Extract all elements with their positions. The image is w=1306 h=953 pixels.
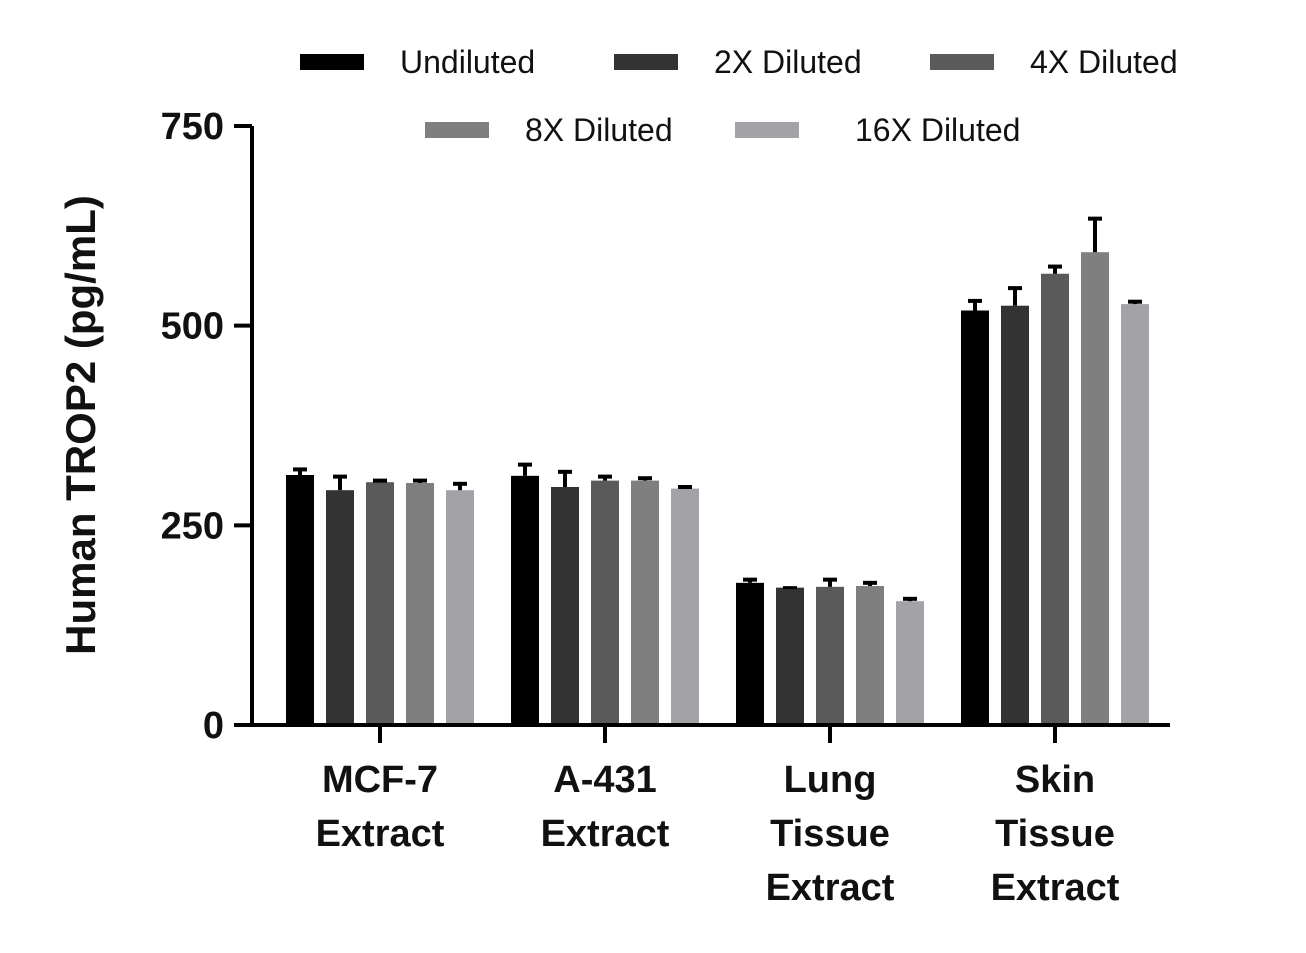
bar [446,490,474,725]
legend-label: Undiluted [400,44,535,80]
legend-swatch [425,122,489,138]
x-tick-label: A-431 Extract [541,759,670,855]
axes: 0 250 500 750 MCF-7 Extract A-431 Extract Lung Ti… [161,106,1170,909]
x-tick-label: Lung Tissue Extract [766,759,895,909]
bar [1081,252,1109,725]
y-axis-title: Human TROP2 (pg/mL) [57,195,104,655]
bar [816,586,844,725]
legend-label: 2X Diluted [714,44,862,80]
bar [286,475,314,725]
bar [1001,305,1029,725]
bar [631,480,659,725]
bar [1121,304,1149,725]
legend-item: 4X Diluted [930,44,1178,80]
y-tick-label: 0 [203,705,224,747]
bar [366,482,394,725]
legend-item: 16X Diluted [735,112,1020,148]
bar [671,488,699,725]
bar [736,582,764,725]
legend-label: 16X Diluted [855,112,1020,148]
legend-item: 8X Diluted [425,112,673,148]
y-tick-label: 750 [161,106,224,148]
bar [591,480,619,725]
legend-label: 8X Diluted [525,112,673,148]
legend-label: 4X Diluted [1030,44,1178,80]
legend-swatch [300,54,364,70]
y-tick-label: 250 [161,505,224,547]
legend-swatch [930,54,994,70]
legend-swatch [735,122,799,138]
legend-item: Undiluted [300,44,535,80]
bar [511,475,539,725]
legend: Undiluted 2X Diluted 4X Diluted 8X Diluted 1… [300,44,1178,148]
bar [961,310,989,725]
bar [896,601,924,725]
bar [856,586,884,725]
bar [776,587,804,725]
bar [326,490,354,725]
bar [551,486,579,725]
bar [406,483,434,725]
bar [1041,273,1069,725]
x-tick-label: MCF-7 Extract [316,759,445,855]
legend-swatch [614,54,678,70]
y-tick-label: 500 [161,306,224,348]
bars [286,216,1149,725]
x-tick-label: Skin Tissue Extract [991,759,1120,909]
legend-item: 2X Diluted [614,44,862,80]
